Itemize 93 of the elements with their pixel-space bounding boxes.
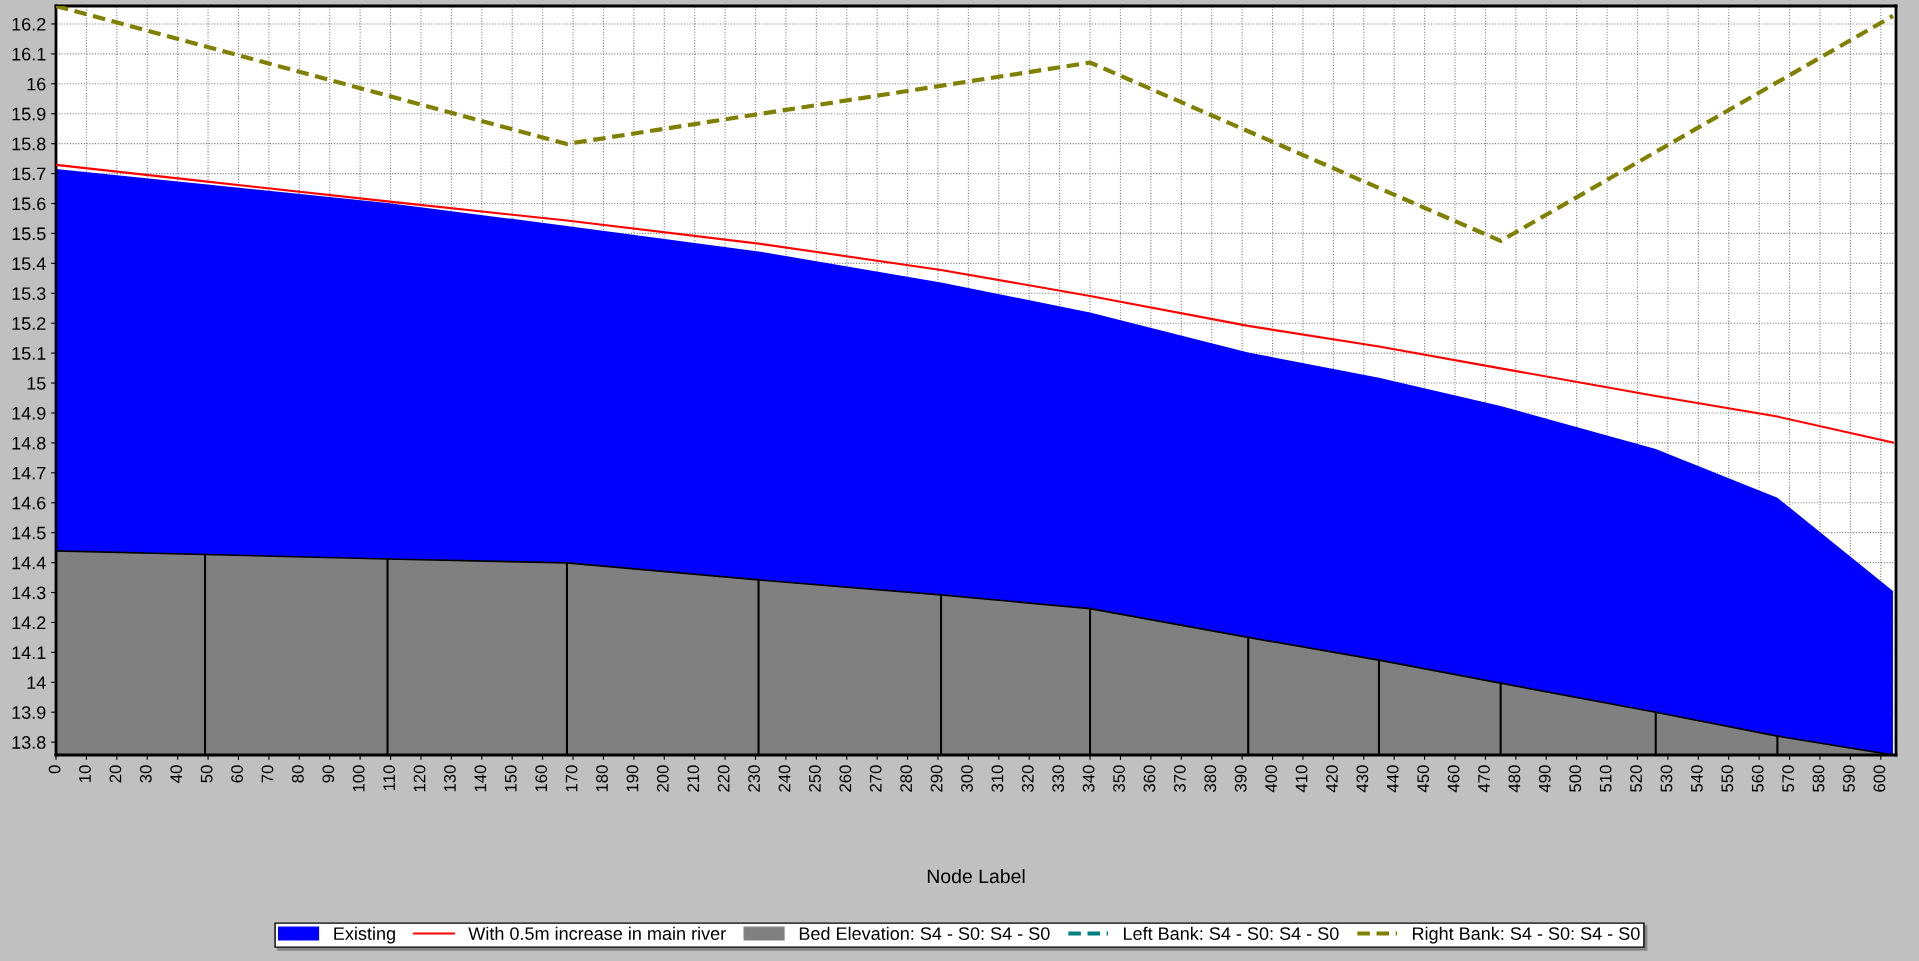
legend-label: Bed Elevation: S4 - S0: S4 - S0	[799, 926, 1050, 940]
x-tick-label: 100	[352, 765, 365, 792]
y-tick-label: 15	[27, 377, 46, 390]
x-tick-label: 340	[1082, 765, 1095, 792]
y-tick-label: 14.8	[12, 436, 46, 450]
x-tick-label: 410	[1295, 765, 1308, 793]
x-tick-label: 260	[839, 765, 852, 792]
x-tick-label: 0	[48, 765, 61, 774]
y-tick-label: 15.8	[12, 137, 46, 151]
x-tick-label: 350	[1113, 765, 1125, 792]
x-tick-label: 290	[930, 765, 943, 792]
x-tick-label: 420	[1326, 765, 1338, 793]
y-tick-label: 14.9	[12, 406, 46, 420]
x-tick-label: 220	[717, 765, 730, 792]
y-tick-label: 16	[27, 77, 46, 91]
x-tick-label: 170	[565, 765, 578, 792]
x-tick-label: 90	[322, 765, 335, 783]
x-tick-label: 560	[1751, 765, 1764, 792]
x-tick-label: 450	[1417, 765, 1430, 793]
x-axis-title: Node Label	[927, 868, 1025, 884]
y-tick-label: 15.1	[12, 347, 46, 360]
x-tick-label: 530	[1660, 765, 1673, 792]
y-tick-label: 14.1	[12, 646, 46, 659]
x-tick-label: 10	[79, 765, 91, 782]
y-tick-label: 16.2	[12, 17, 46, 31]
y-tick-label: 14.7	[12, 466, 46, 480]
y-tick-label: 15.3	[12, 287, 46, 300]
legend-label: Right Bank: S4 - S0: S4 - S0	[1412, 926, 1640, 944]
x-tick-label: 190	[626, 765, 639, 792]
x-tick-label: 240	[778, 765, 791, 792]
y-tick-label: 15.2	[12, 317, 46, 330]
x-tick-label: 440	[1386, 765, 1399, 793]
x-tick-label: 320	[1021, 765, 1034, 792]
y-tick-label: 16.1	[12, 47, 46, 61]
x-tick-label: 200	[656, 765, 669, 792]
x-tick-label: 540	[1690, 765, 1703, 792]
x-tick-label: 520	[1630, 765, 1642, 792]
x-tick-label: 590	[1843, 765, 1855, 792]
y-tick-label: 14.2	[12, 616, 46, 629]
x-tick-label: 80	[291, 765, 304, 783]
y-tick-label: 13.9	[12, 706, 46, 719]
x-tick-label: 500	[1569, 765, 1582, 792]
legend-label: Existing	[334, 926, 395, 944]
x-tick-label: 270	[869, 765, 882, 792]
y-tick-label: 14.6	[12, 496, 46, 510]
x-tick-label: 210	[687, 765, 700, 792]
x-tick-label: 250	[809, 765, 821, 792]
x-tick-label: 400	[1265, 765, 1277, 793]
x-tick-label: 510	[1599, 765, 1612, 792]
y-tick-label: 14.4	[12, 556, 46, 570]
x-tick-label: 570	[1782, 765, 1795, 792]
x-tick-label: 550	[1721, 765, 1734, 792]
x-tick-label: 160	[535, 765, 548, 792]
x-tick-label: 150	[504, 765, 517, 792]
x-tick-label: 600	[1873, 765, 1886, 792]
y-tick-label: 14.5	[12, 526, 46, 540]
x-tick-label: 470	[1478, 765, 1490, 793]
y-tick-label: 15.6	[12, 197, 46, 211]
y-tick-label: 15.7	[12, 167, 46, 181]
x-tick-label: 330	[1052, 765, 1065, 792]
x-tick-label: 310	[991, 765, 1004, 792]
x-tick-label: 30	[139, 765, 152, 783]
y-tick-label: 13.8	[12, 736, 46, 749]
y-tick-label: 14	[27, 676, 46, 689]
x-tick-label: 130	[444, 765, 456, 792]
x-tick-label: 40	[170, 765, 183, 783]
line-series	[56, 163, 1894, 444]
x-tick-label: 60	[231, 765, 243, 783]
x-tick-label: 140	[474, 765, 487, 792]
x-tick-label: 20	[109, 765, 122, 783]
y-tick-label: 14.3	[12, 586, 46, 600]
x-tick-label: 50	[200, 765, 213, 783]
y-tick-label: 15.9	[12, 107, 46, 121]
x-tick-label: 490	[1538, 765, 1551, 793]
x-tick-label: 480	[1508, 765, 1521, 793]
x-tick-label: 580	[1812, 765, 1825, 792]
y-tick-label: 15.5	[12, 227, 46, 241]
legend-label: With 0.5m increase in main river	[468, 926, 726, 940]
x-tick-label: 280	[900, 765, 913, 792]
y-tick-label: 15.4	[12, 257, 46, 271]
x-tick-label: 370	[1173, 765, 1186, 792]
x-tick-label: 460	[1447, 765, 1460, 793]
x-tick-label: 390	[1234, 765, 1247, 792]
x-tick-label: 230	[748, 765, 760, 792]
x-tick-label: 360	[1143, 765, 1156, 792]
x-tick-label: 180	[596, 765, 608, 792]
x-tick-label: 430	[1356, 765, 1369, 793]
x-tick-label: 300	[961, 765, 973, 792]
x-tick-label: 120	[413, 765, 426, 792]
x-tick-label: 380	[1204, 765, 1217, 792]
x-tick-label: 110	[383, 765, 396, 791]
legend-label: Left Bank: S4 - S0: S4 - S0	[1123, 926, 1339, 940]
x-tick-label: 70	[261, 765, 274, 783]
